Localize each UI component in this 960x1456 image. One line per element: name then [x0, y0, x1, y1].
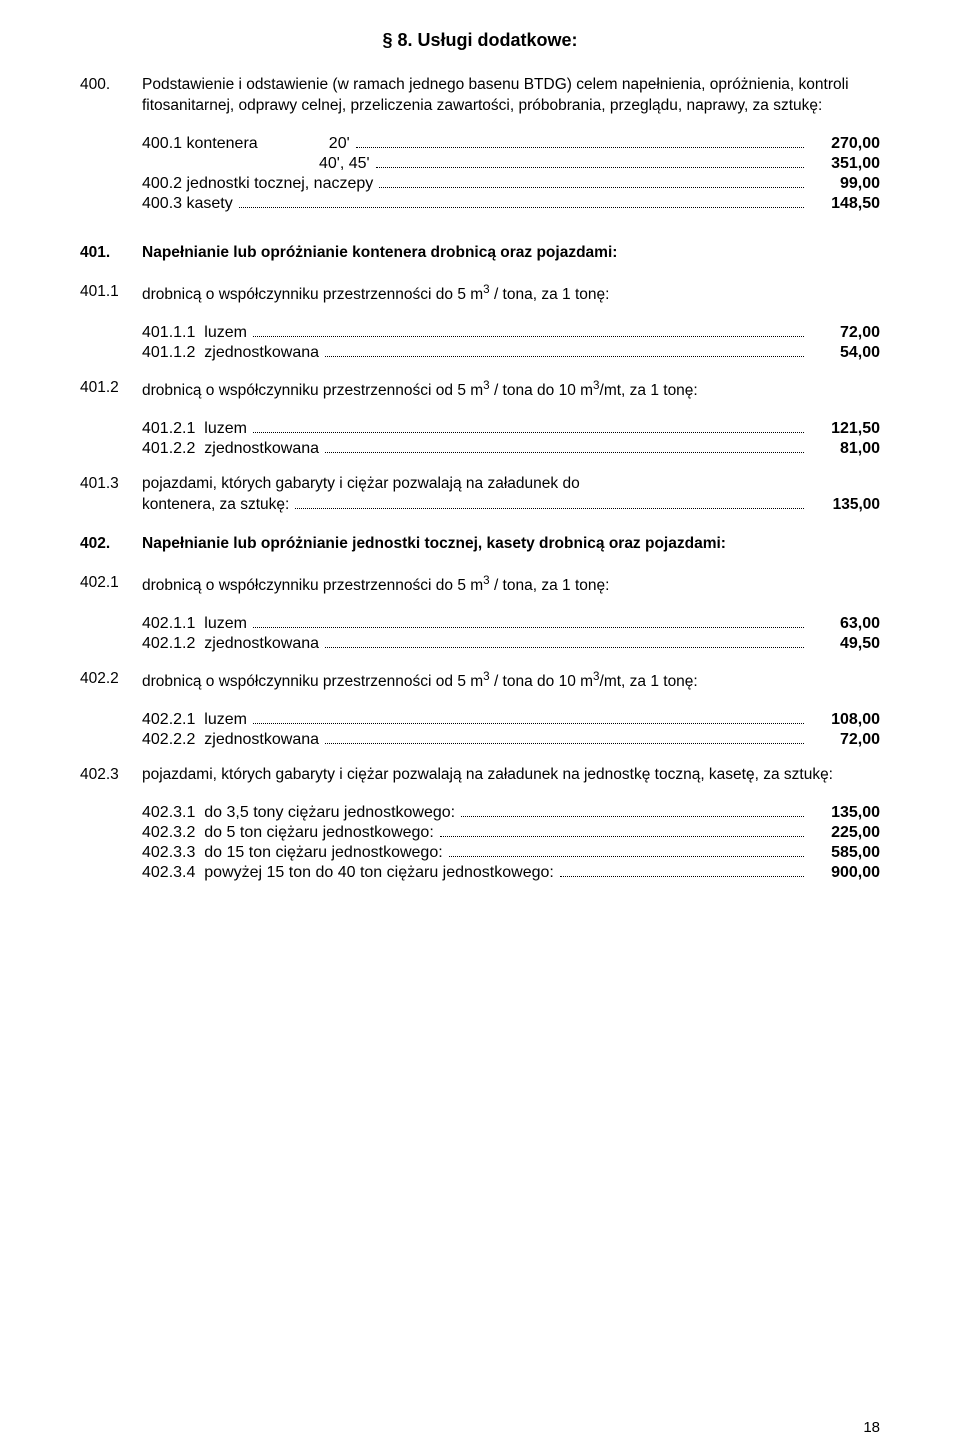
- item-number: 401.: [80, 243, 142, 264]
- subitem-number: 401.2: [80, 378, 142, 402]
- subitem-text: pojazdami, których gabaryty i ciężar poz…: [142, 765, 880, 786]
- subitem-number: 401.1: [80, 282, 142, 306]
- subitem-label: 40', 45': [319, 155, 370, 173]
- page-number: 18: [863, 1419, 880, 1436]
- value: 270,00: [810, 135, 880, 153]
- subitem-text: drobnicą o współczynniku przestrzenności…: [142, 378, 880, 402]
- leader-dots: [379, 176, 804, 187]
- item-number: 402.: [80, 534, 142, 555]
- subitem-402.3: 402.3 pojazdami, których gabaryty i cięż…: [80, 765, 880, 786]
- subitem-402.2: 402.2 drobnicą o współczynniku przestrze…: [80, 669, 880, 693]
- subitems-401.2: 401.2.1 luzem 121,50 401.2.2 zjednostkow…: [80, 420, 880, 458]
- subitem-401.1: 401.1 drobnicą o współczynniku przestrze…: [80, 282, 880, 306]
- item-400: 400. Podstawienie i odstawienie (w ramac…: [80, 75, 880, 117]
- subitems-402.3: 402.3.1 do 3,5 tony ciężaru jednostkoweg…: [80, 804, 880, 882]
- item-number: 400.: [80, 75, 142, 117]
- subitem-401.2: 401.2 drobnicą o współczynniku przestrze…: [80, 378, 880, 402]
- value: 148,50: [810, 195, 880, 213]
- subitem-label: 400.3 kasety: [142, 195, 233, 213]
- subitem-402.1: 402.1 drobnicą o współczynniku przestrze…: [80, 573, 880, 597]
- leader-dots: [376, 156, 804, 167]
- value: 351,00: [810, 155, 880, 173]
- subitem-label: 400.2 jednostki tocznej, naczepy: [142, 175, 373, 193]
- document-page: § 8. Usługi dodatkowe: 400. Podstawienie…: [0, 0, 960, 1456]
- subitem-text: drobnicą o współczynniku przestrzenności…: [142, 573, 880, 597]
- subitem-label: 400.1 kontenera 20': [142, 135, 350, 153]
- subitem-401.3: 401.3 pojazdami, których gabaryty i cięż…: [80, 474, 880, 516]
- value: 99,00: [810, 175, 880, 193]
- subitem-400.1: 400.1 kontenera 20' 270,00 40', 45' 351,…: [80, 135, 880, 213]
- section-title: § 8. Usługi dodatkowe:: [80, 30, 880, 51]
- subitems-401.1: 401.1.1 luzem 72,00 401.1.2 zjednostkowa…: [80, 324, 880, 362]
- subitem-number: 402.1: [80, 573, 142, 597]
- subitem-text: drobnicą o współczynniku przestrzenności…: [142, 282, 880, 306]
- item-402: 402. Napełnianie lub opróżnianie jednost…: [80, 534, 880, 555]
- subitem-number: 402.3: [80, 765, 142, 786]
- item-text: Napełnianie lub opróżnianie jednostki to…: [142, 534, 880, 555]
- item-text: Podstawienie i odstawienie (w ramach jed…: [142, 75, 880, 117]
- subitems-402.1: 402.1.1 luzem 63,00 402.1.2 zjednostkowa…: [80, 615, 880, 653]
- subitem-number: 402.2: [80, 669, 142, 693]
- item-401: 401. Napełnianie lub opróżnianie kontene…: [80, 243, 880, 264]
- leader-dots: [239, 196, 804, 207]
- subitem-text: pojazdami, których gabaryty i ciężar poz…: [142, 474, 880, 516]
- item-text: Napełnianie lub opróżnianie kontenera dr…: [142, 243, 880, 264]
- subitems-402.2: 402.2.1 luzem 108,00 402.2.2 zjednostkow…: [80, 711, 880, 749]
- leader-dots: [356, 136, 804, 147]
- subitem-number: 401.3: [80, 474, 142, 516]
- subitem-text: drobnicą o współczynniku przestrzenności…: [142, 669, 880, 693]
